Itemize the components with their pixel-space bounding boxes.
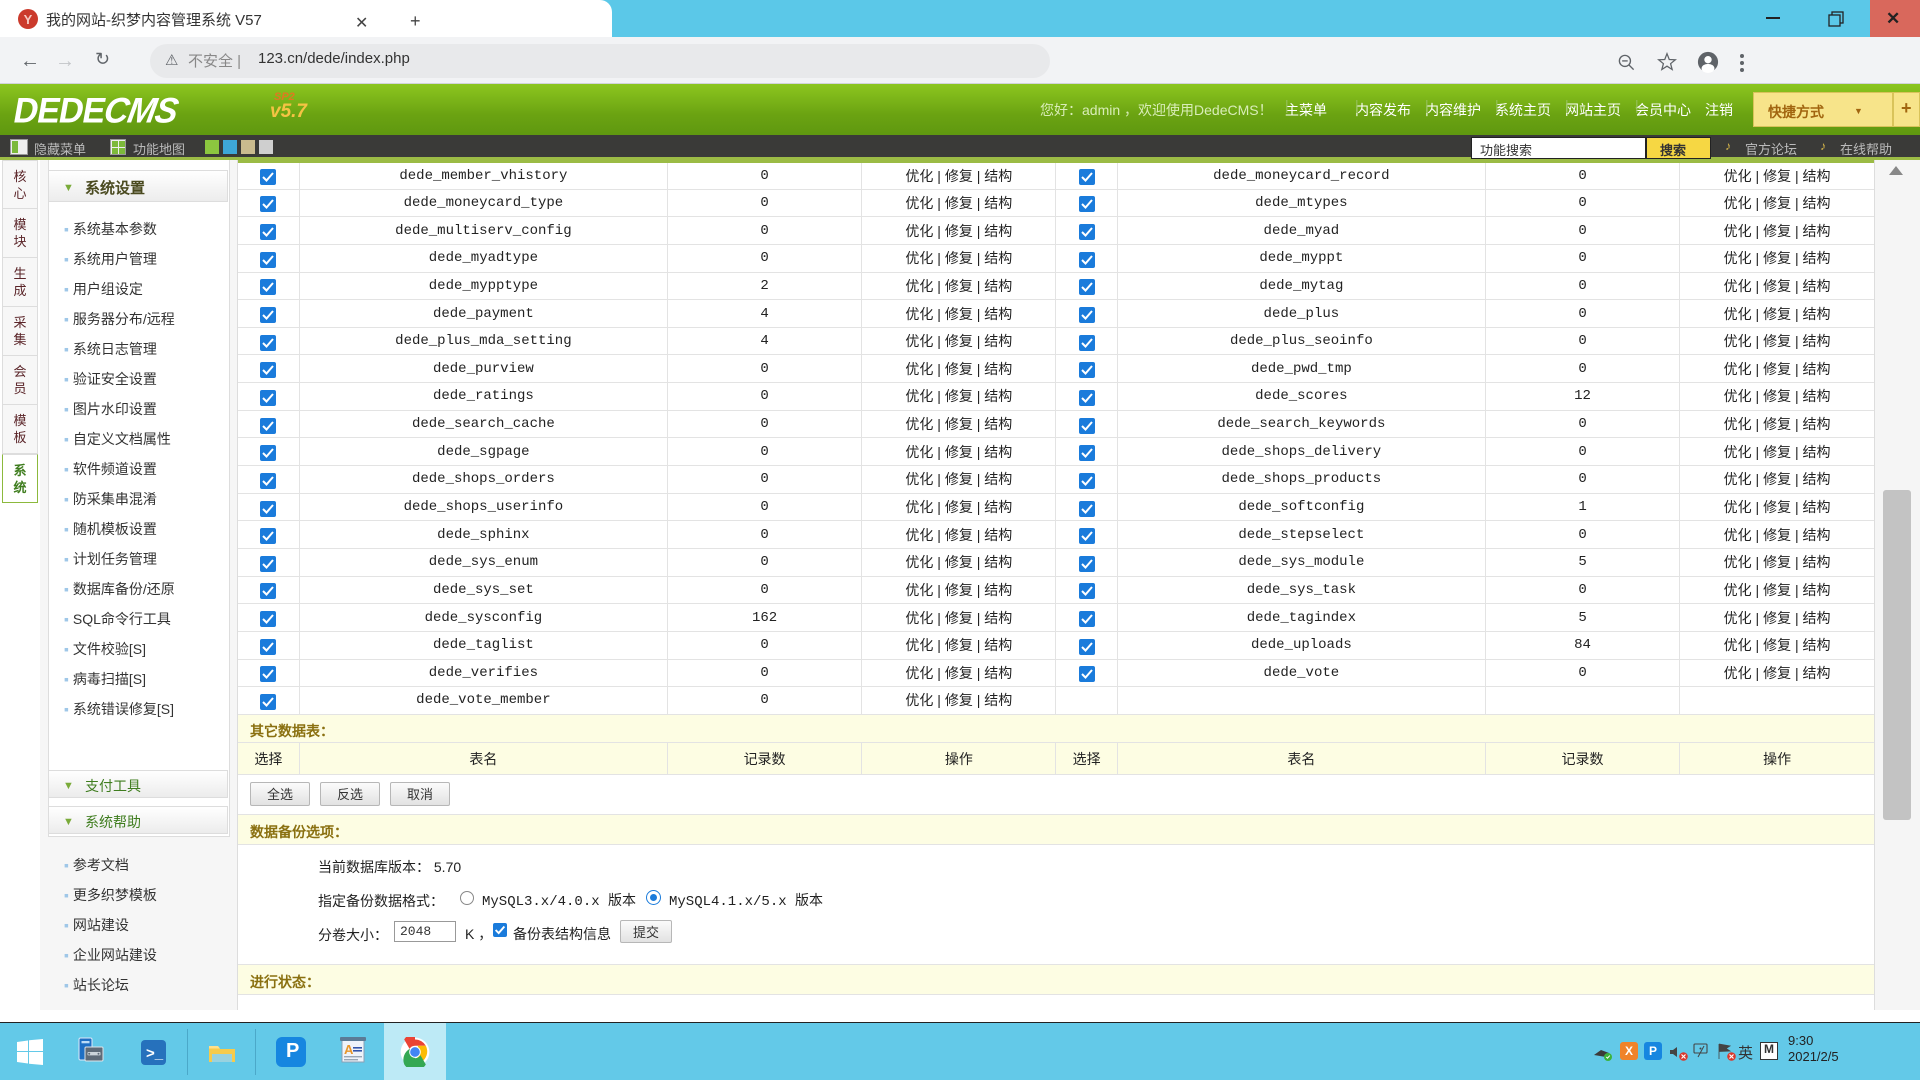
svg-text:A: A — [344, 1042, 354, 1057]
svg-text:X: X — [1625, 1044, 1633, 1058]
svg-text:Y: Y — [24, 12, 33, 27]
svg-text:P: P — [1649, 1044, 1657, 1058]
svg-text:>_: >_ — [146, 1045, 164, 1062]
